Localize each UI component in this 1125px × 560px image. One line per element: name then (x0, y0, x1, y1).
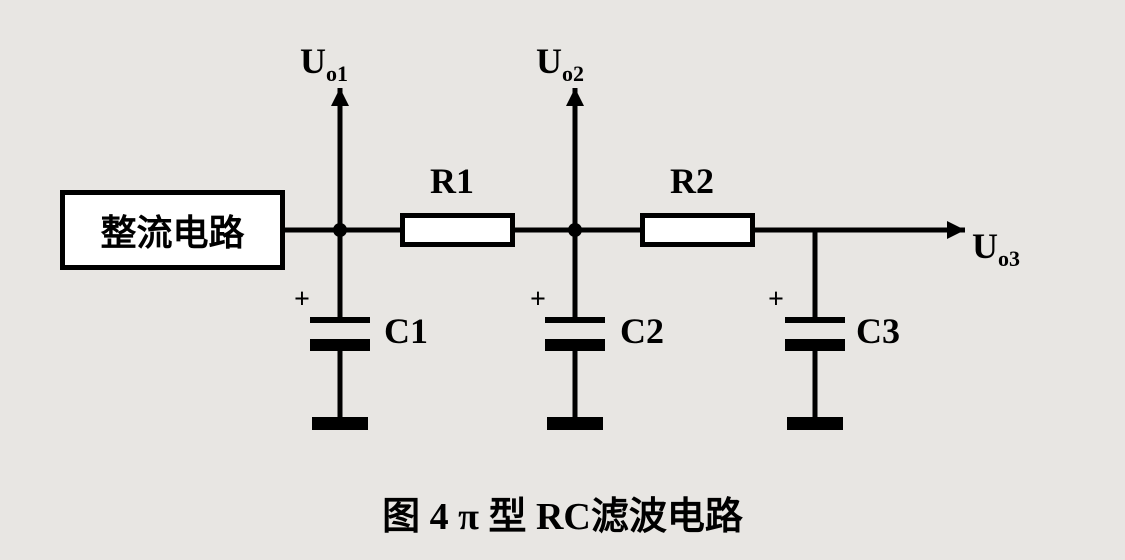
label-r1: R1 (430, 160, 474, 202)
label-r2: R2 (670, 160, 714, 202)
label-c2: C2 (620, 310, 664, 352)
label-uo2: Uo2 (536, 40, 584, 87)
label-c3: C3 (856, 310, 900, 352)
rectifier-label: 整流电路 (100, 204, 244, 256)
resistor-r1 (400, 213, 515, 247)
label-c1: C1 (384, 310, 428, 352)
plus-c3: + (768, 284, 784, 316)
resistor-r2 (640, 213, 755, 247)
figure-caption: 图 4 π 型 RC滤波电路 (0, 485, 1125, 540)
label-uo1: Uo1 (300, 40, 348, 87)
label-uo3: Uo3 (972, 225, 1020, 272)
plus-c1: + (294, 284, 310, 316)
rectifier-block: 整流电路 (60, 190, 285, 270)
plus-c2: + (530, 284, 546, 316)
circuit-diagram: 整流电路 R1 R2 Uo1 Uo2 Uo3 C1 C2 C3 + + + 图 … (0, 0, 1125, 560)
